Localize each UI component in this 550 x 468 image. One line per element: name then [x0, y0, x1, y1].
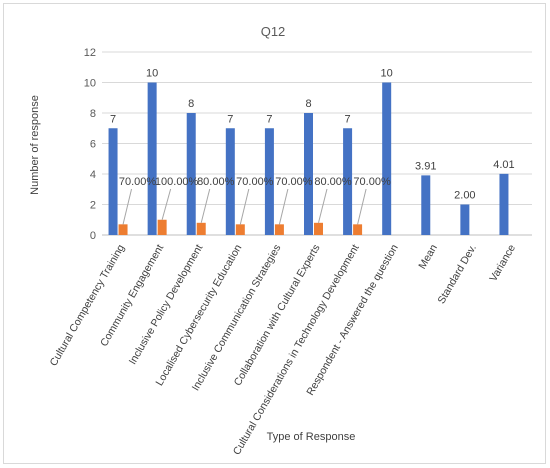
bar-series-1 [304, 113, 313, 235]
x-category-label: Cultural Competency Training [48, 242, 128, 368]
bar-series-1 [108, 128, 118, 235]
y-tick-label: 8 [90, 108, 96, 120]
x-category-label: Mean [416, 242, 440, 271]
data-label-series-1: 8 [188, 98, 194, 110]
bars [108, 82, 509, 235]
data-label-series-1: 7 [110, 113, 116, 125]
data-label-series-2: 70.00% [119, 176, 157, 188]
data-label-series-1: 2.00 [454, 190, 475, 202]
y-axis-ticks: 0 2 4 6 8 10 12 [84, 47, 96, 242]
data-label-series-2: 100.00% [155, 176, 199, 188]
chart-frame [3, 3, 546, 464]
data-labels: 7 70.00% 10 100.00% 8 80.00% 7 70.00% 7 70.00% 8 80… [110, 68, 515, 225]
bar-series-1 [421, 175, 431, 235]
y-tick-label: 12 [84, 47, 96, 59]
bar-series-1 [382, 82, 392, 235]
data-label-series-2: 80.00% [197, 176, 235, 188]
y-tick-label: 2 [90, 200, 96, 212]
data-label-series-1: 3.91 [415, 160, 436, 172]
data-label-series-1: 8 [305, 98, 311, 110]
x-category-label: Inclusive Policy Development [127, 242, 206, 366]
x-axis-title: Type of Response [267, 431, 356, 443]
bar-series-1 [264, 128, 274, 235]
data-label-series-2: 70.00% [236, 176, 274, 188]
leader-line [122, 188, 133, 225]
y-tick-label: 0 [90, 230, 96, 242]
y-tick-label: 6 [90, 139, 96, 151]
x-category-label: Standard Dev. [435, 243, 479, 306]
bar-series-2 [274, 224, 284, 235]
data-label-series-1: 10 [146, 68, 158, 80]
bar-series-1 [186, 113, 196, 235]
bar-series-2 [196, 222, 206, 235]
data-label-series-2: 70.00% [353, 176, 391, 188]
bar-series-2 [314, 222, 323, 235]
y-axis-title: Number of response [29, 95, 41, 195]
leader-line [161, 188, 172, 220]
bar-series-1 [147, 82, 157, 235]
bar-series-2 [353, 224, 363, 235]
data-label-series-1: 7 [266, 113, 272, 125]
gridlines [102, 51, 532, 236]
data-label-series-1: 7 [227, 113, 233, 125]
leader-line [318, 188, 328, 223]
bar-series-1 [460, 204, 470, 235]
data-label-series-1: 10 [381, 68, 393, 80]
leader-line [278, 188, 289, 225]
y-tick-label: 4 [90, 169, 96, 181]
x-category-label: Variance [487, 242, 518, 283]
bar-series-2 [235, 224, 245, 235]
bar-series-1 [343, 128, 353, 235]
data-label-series-2: 80.00% [314, 176, 352, 188]
bar-series-2 [118, 224, 128, 235]
bar-series-1 [225, 128, 235, 235]
bar-series-1 [499, 173, 509, 235]
bar-series-2 [157, 219, 167, 235]
data-label-series-2: 70.00% [275, 176, 313, 188]
leader-line [357, 188, 367, 225]
data-label-series-1: 7 [345, 113, 351, 125]
data-label-series-1: 4.01 [493, 159, 514, 171]
leader-line [239, 188, 250, 225]
chart-title: Q12 [261, 24, 286, 39]
y-tick-label: 10 [84, 78, 96, 90]
leader-line [200, 188, 211, 223]
